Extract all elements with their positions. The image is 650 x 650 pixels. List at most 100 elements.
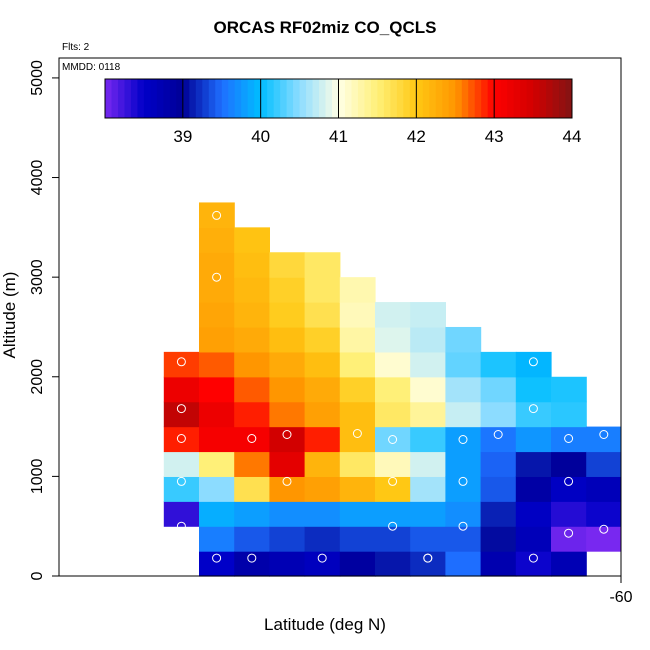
heatmap-cell (304, 501, 341, 527)
heatmap-cell (234, 351, 270, 378)
heatmap-cell (163, 426, 200, 453)
colorbar-segment (150, 79, 158, 118)
heatmap-cell (269, 551, 306, 577)
heatmap-cell (445, 476, 482, 502)
heatmap-cell (375, 351, 411, 378)
colorbar-segment (169, 79, 177, 118)
heatmap-cell (375, 401, 411, 428)
heatmap-cell (480, 351, 517, 378)
observation-points (176, 210, 609, 563)
colorbar-segment (546, 79, 554, 118)
heatmap-cell (199, 252, 235, 278)
observation-point (282, 476, 292, 486)
colorbar-segment (267, 79, 275, 118)
observation-point (212, 272, 222, 282)
observation-point (282, 430, 292, 439)
observation-point (528, 357, 538, 367)
heatmap-cell (375, 376, 411, 403)
observation-point (564, 528, 574, 538)
colorbar-segment (273, 79, 281, 118)
heatmap-cell (375, 302, 411, 328)
heatmap-cells (163, 202, 621, 577)
colorbar-segment (332, 79, 339, 118)
heatmap-cell (163, 401, 200, 428)
colorbar-tick-label: 42 (407, 127, 426, 146)
heatmap-cell (410, 451, 446, 477)
heatmap-cell (480, 526, 517, 552)
colorbar-segment (565, 79, 573, 118)
heatmap-cell (304, 401, 341, 428)
heatmap-cell (199, 451, 235, 477)
heatmap-cell (445, 551, 482, 577)
colorbar-segment (390, 79, 398, 118)
heatmap-cell (410, 476, 446, 502)
colorbar-segment (559, 79, 567, 118)
heatmap-cell (551, 476, 587, 502)
chart-title: ORCAS RF02miz CO_QCLS (213, 18, 437, 37)
heatmap-cell (163, 376, 200, 403)
heatmap-cell (410, 302, 446, 328)
colorbar-segment (111, 79, 119, 118)
heatmap-cell (445, 376, 482, 403)
y-tick-label: 1000 (29, 458, 46, 494)
colorbar-segment (124, 79, 132, 118)
heatmap-cell (410, 351, 446, 378)
heatmap-cell (339, 376, 376, 403)
colorbar-segment (513, 79, 521, 118)
heatmap-cell (480, 476, 517, 502)
observation-point (388, 435, 398, 444)
heatmap-cell (304, 376, 341, 403)
colorbar-segment (474, 79, 482, 118)
y-tick-label: 4000 (29, 160, 46, 196)
heatmap-cell (551, 451, 587, 477)
heatmap-cell (551, 426, 587, 453)
heatmap-cell (199, 476, 235, 502)
heatmap-cell (199, 426, 235, 453)
heatmap-cell (339, 501, 376, 527)
colorbar-tick-label: 39 (173, 127, 192, 146)
colorbar-segment (429, 79, 437, 118)
heatmap-cell (339, 351, 376, 378)
heatmap-cell (234, 551, 270, 577)
y-tick-label: 3000 (29, 259, 46, 295)
heatmap-cell (234, 476, 270, 502)
colorbar-segment (319, 79, 327, 118)
colorbar-segment (552, 79, 560, 118)
colorbar-segment (370, 79, 378, 118)
colorbar-segment (260, 79, 268, 118)
heatmap-cell (339, 526, 376, 552)
observation-point (564, 434, 574, 443)
heatmap-cell (304, 451, 341, 477)
colorbar-segment (254, 79, 262, 118)
heatmap-cell (480, 551, 517, 577)
observation-point (176, 357, 186, 367)
heatmap-cell (515, 551, 552, 577)
heatmap-cell (269, 351, 306, 378)
heatmap-cell (339, 277, 376, 303)
heatmap-cell (339, 326, 376, 353)
flights-label: Flts: 2 (62, 42, 90, 53)
heatmap-cell (269, 501, 306, 527)
heatmap-cell (410, 401, 446, 428)
colorbar-segment (344, 79, 352, 118)
observation-point (564, 476, 574, 486)
heatmap-cell (304, 551, 341, 577)
heatmap-cell (480, 376, 517, 403)
observation-point (388, 521, 398, 531)
heatmap-cell (480, 501, 517, 527)
heatmap-cell (586, 501, 621, 527)
heatmap-cell (234, 401, 270, 428)
heatmap-cell (375, 501, 411, 527)
heatmap-cell (304, 351, 341, 378)
colorbar-segment (293, 79, 301, 118)
heatmap-cell (375, 326, 411, 353)
colorbar-segment (228, 79, 236, 118)
observation-point (212, 210, 222, 220)
colorbar-segment (539, 79, 547, 118)
heatmap-cell (199, 401, 235, 428)
colorbar-segment (182, 79, 190, 118)
heatmap-cell (234, 277, 270, 303)
colorbar-segment (435, 79, 443, 118)
observation-point (458, 435, 468, 444)
colorbar-segment (364, 79, 372, 118)
